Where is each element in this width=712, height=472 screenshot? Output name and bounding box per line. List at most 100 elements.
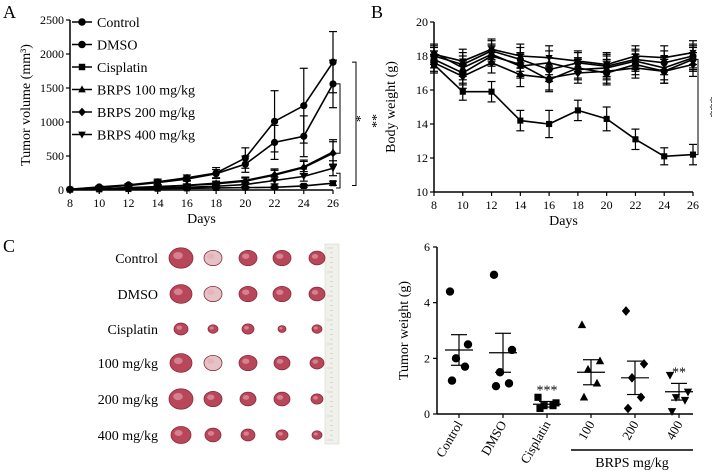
data-point-2 <box>632 136 639 143</box>
x-tick-label: 12 <box>122 196 134 210</box>
y-axis-label: Body weight (g) <box>384 61 399 153</box>
significance-label: ** <box>672 365 686 380</box>
data-point-3 <box>577 320 587 329</box>
photo-row-label: 400 mg/kg <box>98 429 158 444</box>
y-tick-label: 14 <box>416 117 428 131</box>
data-point-0 <box>451 354 461 363</box>
y-tick-label: 500 <box>46 149 64 163</box>
y-axis-label: Tumor weight (g) <box>397 281 412 380</box>
data-point-4 <box>459 72 467 81</box>
group-label: BRPS mg/kg <box>595 456 669 471</box>
legend-marker <box>78 107 86 117</box>
y-tick-label: 12 <box>416 151 428 165</box>
tumor-highlight <box>311 290 319 295</box>
data-point-2 <box>488 88 495 95</box>
legend-label: BRPS 400 mg/kg <box>97 129 195 144</box>
data-point-2 <box>574 107 581 114</box>
photo-row-label: Control <box>115 252 158 267</box>
data-point-1 <box>212 170 220 178</box>
x-tick-label: 16 <box>543 198 555 212</box>
tumor-highlight <box>276 359 284 364</box>
y-tick-label: 0 <box>58 183 64 197</box>
tumor-highlight <box>207 253 215 259</box>
data-point-5 <box>124 185 133 193</box>
data-point-2 <box>603 115 610 122</box>
data-point-5 <box>689 49 697 57</box>
series-line-2 <box>433 63 694 158</box>
legend-label: DMSO <box>97 39 137 54</box>
series-line-1 <box>433 55 694 81</box>
x-tick-label: 18 <box>210 196 222 210</box>
series-line-5 <box>69 167 334 191</box>
x-tick-label: 200 <box>619 418 642 442</box>
x-tick-label: 20 <box>239 196 251 210</box>
x-axis-label: Days <box>549 214 578 229</box>
data-point-5 <box>241 181 249 189</box>
data-point-0 <box>445 287 455 296</box>
x-tick-label: 20 <box>601 198 613 212</box>
data-point-2 <box>549 402 557 410</box>
significance-bracket <box>336 83 341 154</box>
data-point-5 <box>683 388 693 397</box>
data-point-4 <box>516 70 524 79</box>
data-point-2 <box>661 153 668 160</box>
data-point-5 <box>183 184 191 192</box>
data-point-1 <box>183 175 191 183</box>
tumor-highlight <box>207 431 215 436</box>
data-point-5 <box>430 51 438 59</box>
data-point-2 <box>546 120 553 128</box>
legend-label: BRPS 100 mg/kg <box>97 84 195 99</box>
legend-label: Cisplatin <box>97 61 148 76</box>
y-tick-label: 6 <box>424 240 430 254</box>
data-point-5 <box>95 186 103 194</box>
tumor-highlight <box>176 325 183 330</box>
tumor-highlight <box>312 359 319 364</box>
photo-row-label: 200 mg/kg <box>98 393 158 408</box>
significance-bracket <box>352 61 357 187</box>
data-point-5 <box>66 186 74 194</box>
tumor-highlight <box>242 253 250 259</box>
data-point-5 <box>660 55 668 62</box>
photo-row-label: 100 mg/kg <box>98 357 158 372</box>
x-tick-label: 400 <box>663 418 686 442</box>
photo-row-label: DMSO <box>118 288 158 303</box>
legend-marker <box>78 18 86 26</box>
data-point-5 <box>667 408 677 416</box>
significance-label: *** <box>537 383 558 398</box>
data-point-2 <box>459 88 466 95</box>
tumor-highlight <box>313 396 318 400</box>
data-point-2 <box>517 117 524 124</box>
data-point-5 <box>329 165 337 173</box>
data-point-2 <box>540 402 548 410</box>
x-tick-label: Control <box>433 418 466 460</box>
data-point-4 <box>545 73 553 83</box>
tumor-highlight <box>276 395 284 400</box>
significance-bracket <box>694 58 699 156</box>
data-point-1 <box>300 132 308 140</box>
data-point-0 <box>300 102 308 110</box>
y-tick-label: 10 <box>416 185 428 199</box>
data-point-4 <box>621 306 631 316</box>
data-point-5 <box>665 371 675 380</box>
data-point-5 <box>603 61 611 69</box>
tumor-highlight <box>243 431 250 436</box>
tumor-highlight <box>244 326 249 330</box>
y-tick-label: 2000 <box>40 47 64 61</box>
x-tick-label: DMSO <box>478 418 510 458</box>
panel-c-letter: C <box>3 236 15 256</box>
tumor-photo-panel: Control DMSO Cisplatin 100 mg/kg 200 mg/kg 40… <box>98 243 340 445</box>
series-line-1 <box>69 83 334 191</box>
body-weight-chart: 8 10 12 14 16 18 20 22 24 26101214161820DaysBody … <box>384 15 712 229</box>
data-point-5 <box>671 394 681 402</box>
tumor-highlight <box>173 393 183 401</box>
tumor-highlight <box>313 326 318 330</box>
tumor-highlight <box>173 252 183 260</box>
data-point-1 <box>270 138 279 146</box>
data-point-2 <box>534 393 542 401</box>
significance-label: ** <box>364 114 379 128</box>
data-point-1 <box>241 160 249 168</box>
y-tick-label: 1500 <box>40 81 64 95</box>
x-tick-label: 10 <box>93 196 105 210</box>
legend-marker <box>78 63 86 71</box>
panel-a-letter: A <box>3 2 16 22</box>
